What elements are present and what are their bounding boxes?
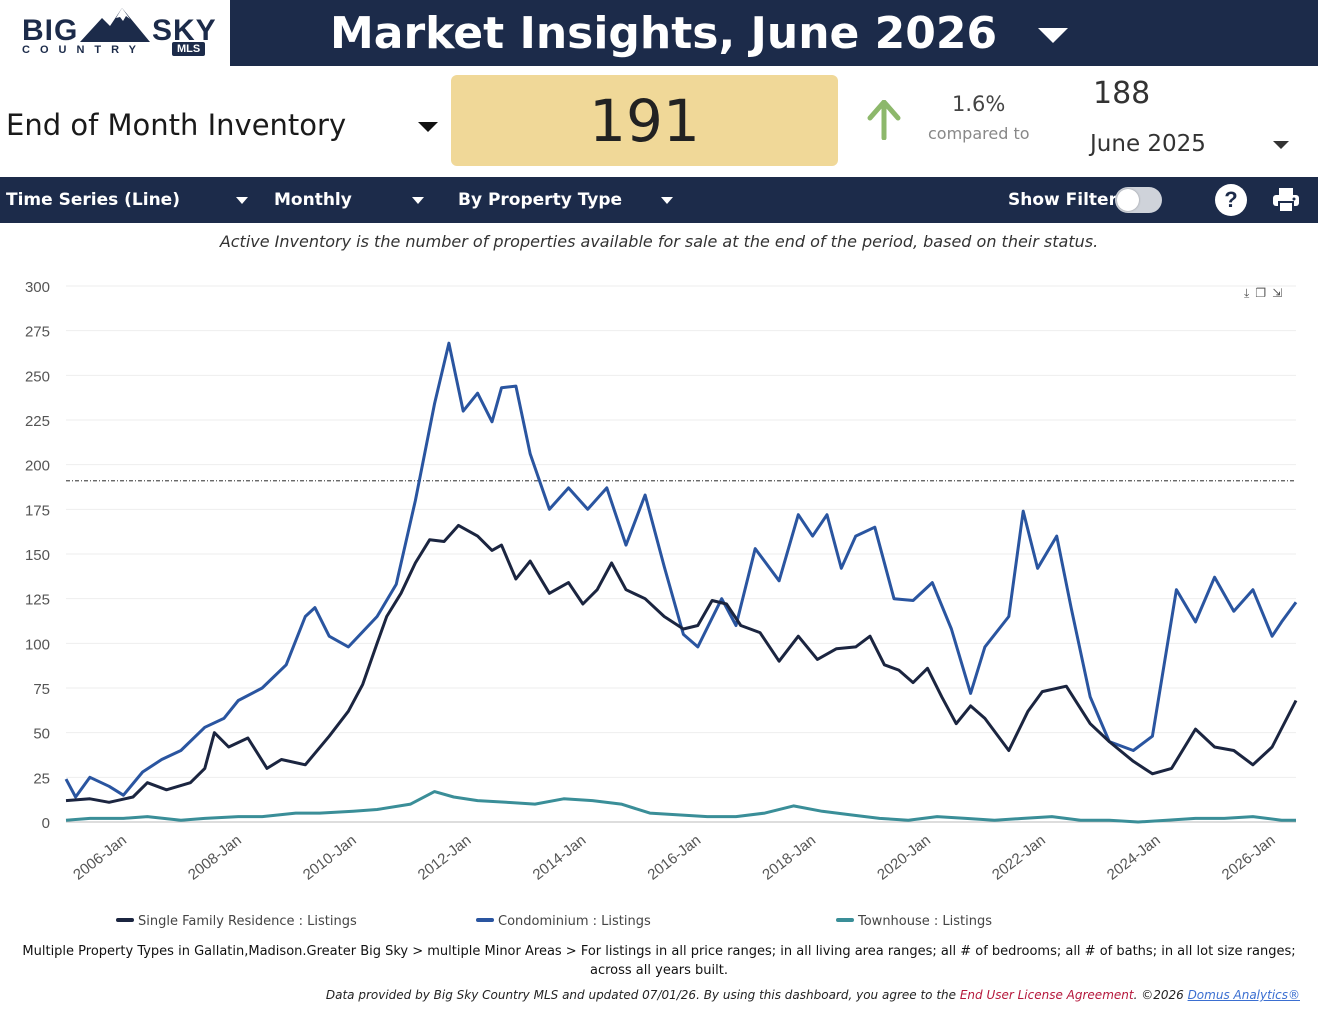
series-line-0 (65, 523, 1298, 804)
y-tick-label: 0 (42, 815, 50, 832)
series-line-1 (64, 341, 1298, 799)
title-dropdown-caret-icon[interactable] (1038, 28, 1068, 43)
compared-to-label: compared to (928, 124, 1030, 143)
chart-type-caret-icon[interactable] (236, 197, 248, 204)
data-credit: Data provided by Big Sky Country MLS and… (326, 988, 1300, 1002)
y-tick-label: 275 (25, 324, 50, 341)
domus-link[interactable]: Domus Analytics® (1187, 988, 1300, 1002)
y-tick-label: 175 (25, 502, 50, 519)
y-tick-label: 75 (33, 681, 50, 698)
y-tick-label: 200 (25, 458, 50, 475)
metric-dropdown-caret-icon[interactable] (418, 122, 438, 132)
logo: BIG SKY COUNTRY MLS (0, 0, 230, 66)
chart-grid (66, 285, 1296, 823)
x-tick-label: 2022-Jan (989, 832, 1049, 884)
y-tick-label: 300 (25, 279, 50, 296)
help-button[interactable]: ? (1215, 184, 1247, 216)
legend-label: Single Family Residence : Listings (138, 914, 357, 929)
y-tick-label: 100 (25, 636, 50, 653)
filter-description: Multiple Property Types in Gallatin,Madi… (22, 944, 1296, 978)
print-icon[interactable] (1272, 187, 1300, 213)
show-filters-label: Show Filters: (1008, 190, 1134, 210)
toolbar: Time Series (Line) Monthly By Property T… (0, 177, 1318, 223)
x-tick-label: 2014-Jan (530, 832, 590, 884)
credit-prefix: Data provided by Big Sky Country MLS and… (325, 988, 960, 1002)
x-tick-label: 2008-Jan (185, 832, 245, 884)
x-tick-label: 2016-Jan (644, 832, 704, 884)
x-tick-label: 2026-Jan (1219, 832, 1279, 884)
export-icon[interactable]: ⇲ (1272, 286, 1283, 300)
legend-label: Condominium : Listings (498, 914, 651, 929)
legend-label: Townhouse : Listings (857, 914, 992, 929)
mountain-logo-icon (80, 8, 150, 42)
metric-selector-label[interactable]: End of Month Inventory (6, 108, 347, 142)
y-tick-label: 125 (25, 592, 50, 609)
y-axis-ticks: 0 25 50 75 100 125 150 175 200 225 250 275 300 (25, 279, 50, 832)
page-title: Market Insights, June 2026 (330, 8, 998, 59)
y-tick-label: 25 (33, 770, 50, 787)
toggle-knob (1117, 189, 1139, 211)
series-line-2 (65, 790, 1296, 824)
header-bar: Market Insights, June 2026 (230, 0, 1318, 66)
y-tick-label: 50 (33, 726, 50, 743)
download-icon[interactable]: ⤓ (1244, 286, 1250, 300)
chart-subtitle: Active Inventory is the number of proper… (219, 232, 1099, 251)
logo-sky-text: SKY (152, 14, 217, 47)
x-tick-label: 2024-Jan (1104, 832, 1164, 884)
compare-value: 188 (1093, 76, 1151, 111)
copy-icon[interactable]: ❐ (1255, 286, 1267, 300)
series-lines (64, 341, 1298, 824)
compare-period-selector[interactable]: June 2025 (1090, 131, 1206, 157)
grouping-dropdown[interactable]: By Property Type (458, 190, 623, 210)
compare-period-caret-icon[interactable] (1273, 141, 1289, 149)
logo-country-text: COUNTRY (22, 44, 146, 56)
eula-link[interactable]: End User License Agreement (959, 988, 1134, 1002)
chart-tools: ⤓ ❐ ⇲ (1244, 286, 1282, 301)
chart-type-dropdown[interactable]: Time Series (Line) (6, 190, 180, 210)
logo-big-text: BIG (22, 14, 79, 47)
x-axis-ticks: 2006-Jan 2008-Jan 2010-Jan 2012-Jan 2014-Jan… (70, 832, 1278, 884)
y-tick-label: 225 (25, 413, 50, 430)
interval-dropdown[interactable]: Monthly (274, 190, 352, 210)
arrow-up-icon (867, 100, 901, 140)
metric-value-box: 191 (451, 75, 838, 166)
x-tick-label: 2006-Jan (70, 832, 130, 884)
x-tick-label: 2020-Jan (874, 832, 934, 884)
y-tick-label: 250 (25, 368, 50, 385)
x-tick-label: 2018-Jan (759, 832, 819, 884)
logo-mls-badge: MLS (172, 42, 206, 56)
credit-mid: . ©2026 (1133, 988, 1188, 1002)
x-tick-label: 2012-Jan (415, 832, 475, 884)
chart-legend: Single Family Residence : Listings Condom… (116, 914, 992, 929)
inventory-chart: 0 25 50 75 100 125 150 175 200 225 250 275 300 2006-… (25, 279, 1298, 929)
y-tick-label: 150 (25, 547, 50, 564)
show-filters-toggle[interactable] (1115, 187, 1162, 213)
grouping-caret-icon[interactable] (661, 197, 673, 204)
x-tick-label: 2010-Jan (300, 832, 360, 884)
change-percent: 1.6% (952, 92, 1006, 116)
interval-caret-icon[interactable] (412, 197, 424, 204)
